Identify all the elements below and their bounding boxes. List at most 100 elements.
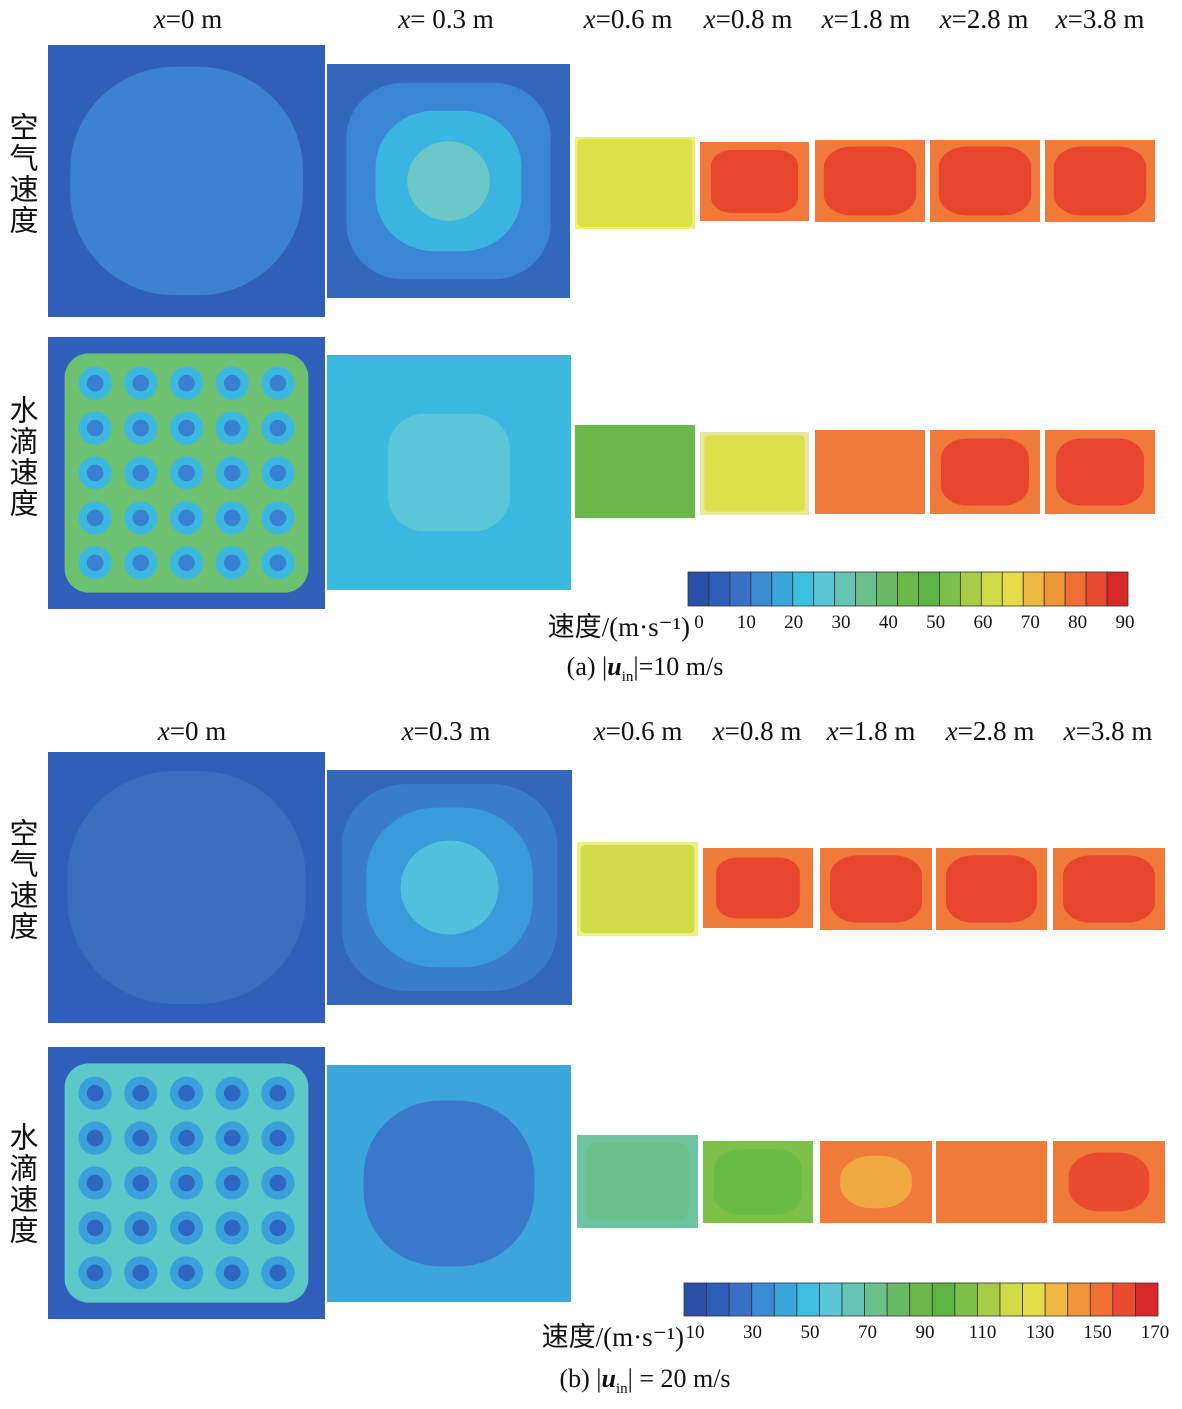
contour-bg [815, 430, 925, 514]
row-label: 空气速度 [5, 112, 37, 236]
colorbar-bin [834, 571, 857, 607]
colorbar-bin [980, 571, 1003, 607]
contour-level [70, 66, 303, 296]
caption-part: |=10 m/s [633, 652, 724, 681]
contour-core [269, 509, 287, 527]
colorbar-bin [909, 1282, 933, 1317]
contour-plot [48, 337, 325, 609]
contour-core [132, 1174, 150, 1192]
contour-core [86, 374, 104, 392]
contour-core [269, 419, 287, 437]
contour-plot [700, 432, 809, 515]
colorbar-bin [771, 571, 794, 607]
colorbar-tick-label: 110 [968, 1322, 997, 1343]
contour-bg [575, 425, 695, 518]
contour-core [86, 1129, 104, 1147]
colorbar-bin [683, 1282, 707, 1317]
contour-plot [700, 142, 809, 221]
contour-level [704, 435, 805, 512]
contour-core [86, 1084, 104, 1102]
contour-level [580, 844, 695, 934]
colorbar-tick-label: 40 [878, 612, 898, 633]
colorbar-bin [931, 1282, 956, 1317]
colorbar-bin [813, 571, 836, 607]
colorbar-bin [796, 1282, 820, 1317]
column-label: x=0.6 m [593, 716, 683, 746]
caption-part: | = 20 m/s [627, 1364, 731, 1393]
contour-plot [48, 752, 325, 1023]
contour-core [86, 509, 104, 527]
column-label: x=0 m [153, 4, 223, 34]
contour-plot [1053, 1141, 1165, 1223]
colorbar-bin [1022, 571, 1045, 607]
contour-core [178, 419, 195, 437]
contour-core [132, 1084, 150, 1102]
colorbar [683, 1282, 1159, 1317]
contour-core [269, 1084, 287, 1102]
colorbar-bin [999, 1282, 1023, 1317]
colorbar-bin [792, 571, 815, 607]
colorbar-bin [1001, 571, 1024, 607]
contour-plot [575, 137, 695, 229]
contour-core [132, 374, 150, 392]
contour-core [223, 1174, 241, 1192]
colorbar-tick-label: 70 [1020, 612, 1040, 633]
colorbar-bin [1022, 1282, 1046, 1317]
colorbar-tick-label: 10 [685, 1322, 705, 1343]
colorbar-tick-label: 130 [1025, 1322, 1055, 1343]
caption-part: in [615, 1381, 628, 1397]
contour-core [132, 1264, 150, 1282]
colorbar-bin [1064, 571, 1087, 607]
colorbar-tick-label: 20 [784, 612, 804, 633]
column-label: x=2.8 m [939, 4, 1029, 34]
colorbar-bin [977, 1282, 1001, 1317]
contour-core [86, 554, 104, 572]
colorbar-tick-label: 70 [858, 1322, 877, 1343]
contour-plot [327, 1065, 571, 1302]
colorbar-bin [1044, 1282, 1069, 1317]
contour-plot [48, 45, 325, 317]
caption: (a) |uin|=10 m/s [567, 652, 724, 686]
contour-core [132, 464, 150, 482]
colorbar-bin [1106, 571, 1129, 607]
contour-core [178, 464, 195, 482]
contour-level [67, 770, 306, 1005]
contour-core [223, 509, 241, 527]
colorbar-bin [855, 571, 877, 607]
contour-plot [577, 842, 698, 936]
contour-plot [936, 848, 1047, 930]
contour-core [132, 1219, 150, 1237]
caption-part: in [621, 669, 634, 685]
colorbar-bin [1112, 1282, 1136, 1317]
contour-level [388, 413, 510, 532]
contour-core [223, 419, 241, 437]
colorbar-bin [959, 571, 982, 607]
contour-plot [1045, 430, 1155, 514]
contour-core [132, 419, 150, 437]
colorbar-bin [687, 571, 710, 607]
colorbar-tick-label: 30 [743, 1322, 762, 1343]
contour-plot [930, 430, 1040, 514]
contour-plot [820, 1141, 932, 1223]
colorbar-tick-label: 30 [831, 612, 851, 633]
contour-core [269, 1129, 287, 1147]
column-label: x= 0.3 m [398, 4, 494, 34]
colorbar-bin [876, 571, 898, 607]
contour-core [269, 554, 287, 572]
contour-level [945, 855, 1038, 923]
contour-level [710, 149, 799, 214]
colorbar-bin [1043, 571, 1066, 607]
column-label: x=0.3 m [401, 716, 491, 746]
colorbar-bin [750, 571, 773, 607]
contour-core [178, 509, 195, 527]
contour-level [1063, 855, 1155, 923]
contour-core [223, 1129, 241, 1147]
contour-level [407, 141, 490, 221]
contour-core [178, 1174, 195, 1192]
colorbar-bin [897, 571, 919, 607]
colorbar [687, 571, 1129, 607]
contour-core [178, 1264, 195, 1282]
colorbar-bin [918, 571, 940, 607]
contour-core [223, 1264, 241, 1282]
contour-core [132, 554, 150, 572]
